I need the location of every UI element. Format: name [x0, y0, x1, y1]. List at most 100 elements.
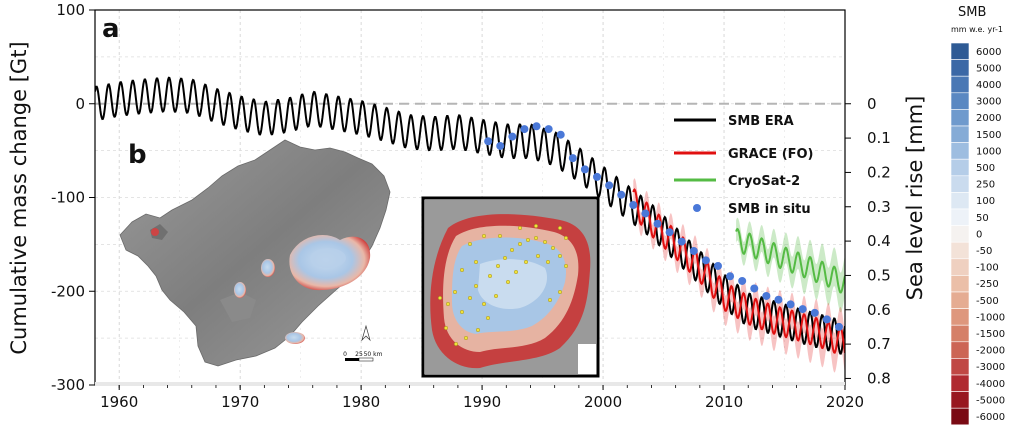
smb-in-situ-point [726, 272, 735, 281]
y2-tick-label: 0.3 [867, 198, 891, 216]
smb-in-situ-point [653, 219, 662, 228]
legend-label: GRACE (FO) [728, 147, 814, 162]
smb-in-situ-point [520, 125, 529, 134]
legend: SMB ERA GRACE (FO) CryoSat-2 SMB in situ [674, 114, 814, 217]
colorbar-label: 6000 [976, 47, 1001, 58]
y-tick-label: 100 [56, 1, 85, 19]
smb-in-situ-point [508, 132, 517, 141]
series-cryosat-line [735, 227, 845, 294]
scale-bar [345, 358, 359, 361]
smb-in-situ-point [568, 154, 577, 163]
smb-in-situ-point [484, 137, 493, 146]
smb-in-situ-point [556, 130, 565, 139]
legend-label: SMB ERA [728, 114, 794, 129]
legend-label: CryoSat-2 [728, 174, 800, 189]
bottom-bar [95, 382, 845, 386]
colorbar-cell [950, 275, 970, 293]
x-tick-label: 2000 [584, 393, 622, 411]
scale-label: 25 [355, 351, 363, 358]
x-tick-label: 2020 [826, 393, 864, 411]
colorbar-label: 3000 [976, 97, 1001, 108]
smb-in-situ-point [762, 291, 771, 300]
x-axis: 1960 1970 1980 1990 2000 2010 2020 [100, 385, 864, 411]
colorbar-cell [950, 158, 970, 177]
colorbar-cell [950, 75, 970, 94]
y-axis-title-right: Sea level rise [mm] [903, 96, 927, 301]
colorbar: 6000500040003000200015001000500250100500… [950, 42, 1005, 426]
y-tick-label: 0 [75, 95, 85, 113]
colorbar-cell [950, 208, 970, 226]
grace-uncertainty-band [633, 178, 845, 374]
series-smb-in-situ-points [484, 122, 843, 331]
colorbar-cell [950, 358, 970, 376]
y2-tick-label: 0.6 [867, 301, 891, 319]
x-tick-label: 1980 [342, 393, 380, 411]
colorbar-cell [950, 92, 970, 110]
y-tick-label: -200 [51, 282, 85, 300]
colorbar-label: -4000 [976, 379, 1005, 390]
smb-in-situ-point [593, 172, 602, 181]
y2-tick-label: 0.7 [867, 335, 891, 353]
smb-in-situ-point [677, 237, 686, 246]
north-arrow-icon [361, 324, 371, 342]
smb-in-situ-point [738, 276, 747, 285]
smb-in-situ-point [496, 141, 505, 150]
colorbar-label: 1000 [976, 146, 1001, 157]
colorbar-label: 1500 [976, 130, 1001, 141]
colorbar-cell [950, 258, 970, 276]
y2-tick-label: 0.4 [867, 232, 891, 250]
smb-in-situ-point [701, 256, 710, 265]
legend-marker-smb-in-situ [693, 204, 701, 212]
colorbar-cell [950, 192, 970, 210]
x-tick-label: 1960 [100, 393, 138, 411]
colorbar-title: SMB [958, 5, 986, 20]
colorbar-cell [950, 341, 970, 359]
smb-in-situ-point [774, 295, 783, 304]
y2-tick-label: 0.2 [867, 163, 891, 181]
colorbar-label: -500 [976, 296, 999, 307]
colorbar-label: -100 [976, 263, 999, 274]
smb-in-situ-point [786, 300, 795, 309]
colorbar-cell [950, 291, 970, 309]
colorbar-label: -1000 [976, 312, 1005, 323]
panel-label-a: a [102, 14, 120, 44]
colorbar-cell [950, 374, 970, 392]
smb-in-situ-point [810, 308, 819, 317]
legend-label: SMB in situ [728, 202, 811, 217]
colorbar-label: 250 [976, 180, 995, 191]
y2-tick-label: 0.1 [867, 129, 891, 147]
inset-scale-labels: 0 25 50 km [343, 351, 382, 358]
colorbar-cell [950, 407, 970, 426]
x-tick-label: 2010 [705, 393, 743, 411]
colorbar-label: -250 [976, 279, 999, 290]
colorbar-label: -5000 [976, 395, 1005, 406]
smb-in-situ-point [580, 165, 589, 174]
colorbar-cell [950, 391, 970, 409]
colorbar-label: -6000 [976, 412, 1005, 423]
colorbar-label: -2000 [976, 346, 1005, 357]
smb-in-situ-point [665, 228, 674, 237]
colorbar-cell [950, 42, 970, 60]
inset-map [421, 196, 600, 378]
colorbar-cell [950, 59, 970, 77]
colorbar-cell [950, 241, 970, 260]
smb-in-situ-point [605, 181, 614, 190]
colorbar-cell [950, 142, 970, 160]
smb-in-situ-point [834, 322, 843, 331]
scale-label: 50 km [364, 351, 383, 358]
colorbar-label: -1500 [976, 329, 1005, 340]
colorbar-cell [950, 125, 970, 143]
colorbar-label: 500 [976, 163, 995, 174]
colorbar-label: 5000 [976, 63, 1001, 74]
colorbar-unit: mm w.e. yr-1 [951, 25, 1003, 34]
y-tick-label: -100 [51, 189, 85, 207]
x-tick-label: 1970 [221, 393, 259, 411]
y-tick-label: -300 [51, 376, 85, 394]
x-tick-label: 1990 [463, 393, 501, 411]
y2-tick-label: 0 [867, 95, 877, 113]
y-axis-right: 0 0.1 0.2 0.3 0.4 0.5 0.6 0.7 0.8 [845, 95, 891, 387]
smb-in-situ-point [822, 315, 831, 324]
smb-in-situ-point [544, 125, 553, 134]
colorbar-label: 100 [976, 196, 995, 207]
